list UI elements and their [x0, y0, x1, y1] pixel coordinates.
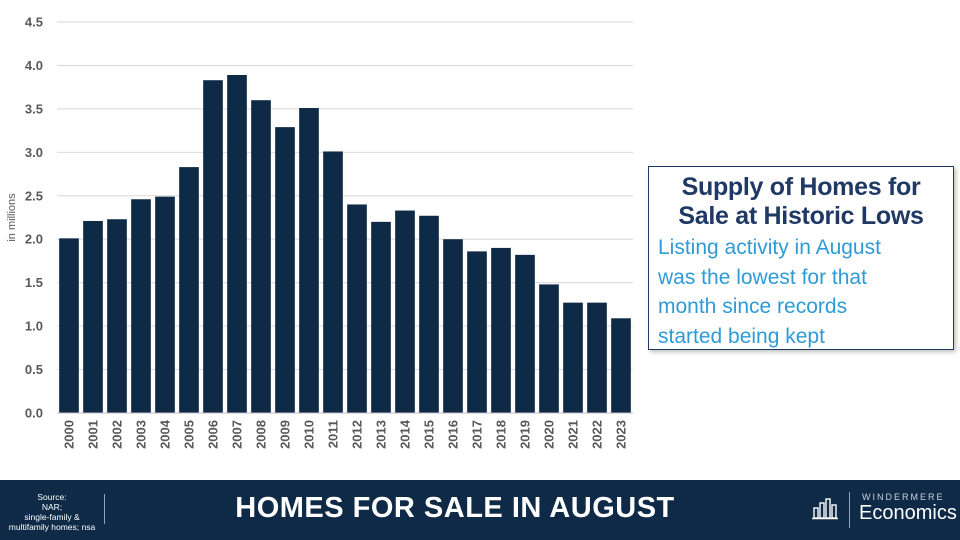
bar: [347, 204, 367, 413]
y-tick-label: 0.5: [25, 362, 43, 377]
bar: [323, 151, 343, 413]
y-tick-label: 0.0: [25, 406, 43, 421]
callout-title-line-1: Supply of Homes for: [681, 173, 921, 201]
source-line-4: multifamily homes; nsa: [8, 522, 96, 532]
x-tick-label: 2018: [494, 420, 509, 449]
bar: [275, 127, 295, 413]
footer-divider: [104, 494, 105, 524]
footer-title: HOMES FOR SALE IN AUGUST: [235, 492, 675, 524]
bar: [203, 80, 223, 414]
bar: [467, 251, 487, 413]
bar: [131, 199, 151, 413]
y-tick-label: 1.5: [25, 275, 43, 290]
x-tick-label: 2010: [302, 420, 317, 449]
bar: [371, 221, 391, 413]
x-tick-label: 2000: [62, 420, 77, 449]
bar: [611, 318, 631, 413]
bar: [83, 220, 103, 413]
y-tick-label: 3.5: [25, 101, 43, 116]
y-tick-label: 2.5: [25, 188, 43, 203]
x-tick-label: 2017: [470, 420, 485, 449]
source-note: Source: NAR; single-family & multifamily…: [8, 492, 96, 532]
x-tick-label: 2009: [278, 420, 293, 449]
x-tick-label: 2007: [230, 420, 245, 449]
logo-wordmark-bottom: Economics: [859, 502, 957, 524]
x-tick-label: 2013: [374, 420, 389, 449]
logo-wordmark-top: WINDERMERE: [862, 492, 945, 502]
x-tick-label: 2011: [326, 420, 341, 448]
callout-body: Listing activity in August was the lowes…: [658, 233, 947, 351]
bar: [515, 254, 535, 413]
x-tick-label: 2002: [110, 420, 125, 449]
x-tick-label: 2006: [206, 420, 221, 449]
bar: [395, 210, 415, 413]
bar: [227, 75, 247, 413]
logo-divider: [849, 492, 850, 528]
x-tick-label: 2004: [158, 419, 173, 449]
callout-title-line-2: Sale at Historic Lows: [678, 202, 924, 230]
bar: [155, 196, 175, 413]
bar: [251, 100, 271, 413]
x-tick-label: 2016: [446, 420, 461, 449]
source-line-3: single-family &: [24, 512, 80, 522]
callout-body-line-2: was the lowest for that: [658, 265, 867, 289]
x-tick-label: 2023: [614, 420, 629, 449]
bar: [443, 239, 463, 413]
source-line-2: NAR;: [41, 502, 63, 512]
x-tick-label: 2021: [566, 420, 581, 449]
x-tick-label: 2001: [86, 420, 101, 449]
bar: [59, 238, 79, 413]
callout-body-line-4: started being kept: [658, 324, 825, 348]
bar: [539, 284, 559, 413]
source-line-1: Source:: [37, 492, 67, 502]
y-tick-label: 1.0: [25, 319, 43, 334]
bar-chart-icon: [812, 498, 838, 520]
callout-body-line-1: Listing activity in August: [658, 236, 881, 259]
x-tick-label: 2012: [350, 420, 365, 449]
bar: [419, 215, 439, 413]
x-tick-label: 2008: [254, 420, 269, 449]
x-tick-label: 2014: [398, 419, 413, 449]
y-tick-label: 4.5: [25, 15, 43, 30]
callout-box: Supply of Homes for Sale at Historic Low…: [648, 166, 954, 350]
x-tick-label: 2020: [542, 420, 557, 449]
homes-for-sale-chart: 0.0 0.5 1.0 1.5 2.0 2.5 3.0 3.5 4.0 4.5 in million…: [6, 15, 633, 449]
x-tick-label: 2019: [518, 420, 533, 449]
y-tick-label: 3.0: [25, 145, 43, 160]
x-tick-label: 2015: [422, 420, 437, 449]
bar: [563, 302, 583, 413]
bar: [107, 219, 127, 413]
x-tick-label: 2005: [182, 420, 197, 449]
y-tick-label: 2.0: [25, 232, 43, 247]
callout-title: Supply of Homes for Sale at Historic Low…: [649, 173, 953, 231]
bar: [299, 108, 319, 414]
bar: [587, 302, 607, 413]
callout-body-line-3: month since records: [658, 295, 848, 318]
x-tick-label: 2003: [134, 420, 149, 449]
y-axis-label: in millions: [6, 193, 18, 242]
y-tick-label: 4.0: [25, 58, 43, 73]
footer-bar: Source: NAR; single-family & multifamily…: [0, 480, 960, 540]
bar: [179, 167, 199, 413]
bar: [491, 247, 511, 413]
x-tick-label: 2022: [590, 420, 605, 449]
